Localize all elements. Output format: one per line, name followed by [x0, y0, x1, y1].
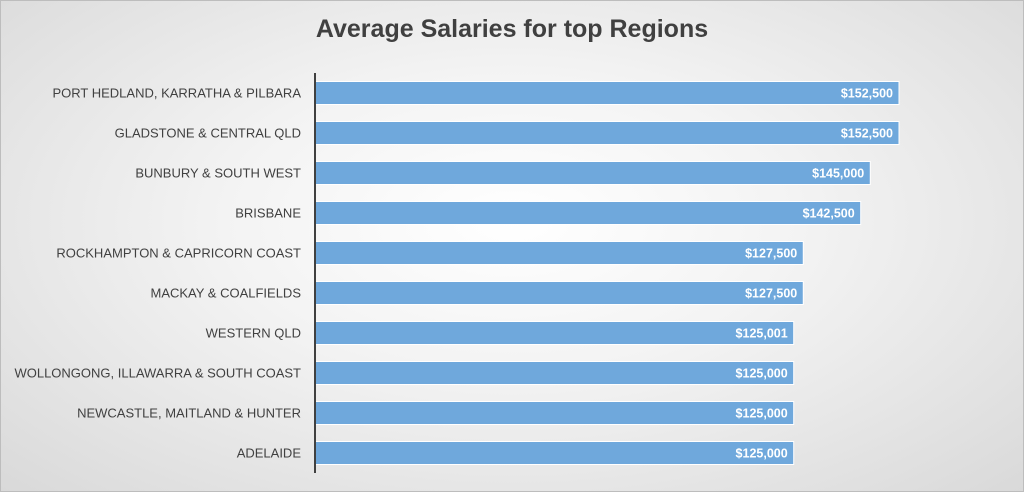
- category-label: MACKAY & COALFIELDS: [150, 286, 301, 301]
- data-label: $142,500: [803, 207, 855, 221]
- category-label: ADELAIDE: [237, 446, 302, 461]
- category-label: WESTERN QLD: [206, 326, 301, 341]
- data-label: $125,000: [736, 447, 788, 461]
- category-label: ROCKHAMPTON & CAPRICORN COAST: [56, 246, 301, 261]
- category-label: PORT HEDLAND, KARRATHA & PILBARA: [52, 86, 301, 101]
- data-label: $127,500: [745, 287, 797, 301]
- category-label: BRISBANE: [235, 206, 301, 221]
- bar: [314, 441, 795, 465]
- data-label: $125,000: [736, 407, 788, 421]
- data-label: $127,500: [745, 247, 797, 261]
- bar: [314, 121, 900, 145]
- bar: [314, 201, 862, 225]
- bar: [314, 321, 795, 345]
- data-label: $145,000: [812, 167, 864, 181]
- data-label: $152,500: [841, 127, 893, 141]
- data-label: $152,500: [841, 87, 893, 101]
- bar: [314, 401, 795, 425]
- bar: [314, 81, 900, 105]
- bar: [314, 281, 804, 305]
- bars-layer: PORT HEDLAND, KARRATHA & PILBARA $152,500…: [14, 81, 900, 465]
- category-label: NEWCASTLE, MAITLAND & HUNTER: [77, 406, 301, 421]
- category-label: GLADSTONE & CENTRAL QLD: [115, 126, 301, 141]
- bar: [314, 361, 795, 385]
- data-label: $125,000: [736, 367, 788, 381]
- bar: [314, 161, 871, 185]
- data-label: $125,001: [736, 327, 788, 341]
- bar: [314, 241, 804, 265]
- category-label: BUNBURY & SOUTH WEST: [135, 166, 301, 181]
- chart-title: Average Salaries for top Regions: [315, 15, 709, 43]
- category-label: WOLLONGONG, ILLAWARRA & SOUTH COAST: [14, 366, 301, 381]
